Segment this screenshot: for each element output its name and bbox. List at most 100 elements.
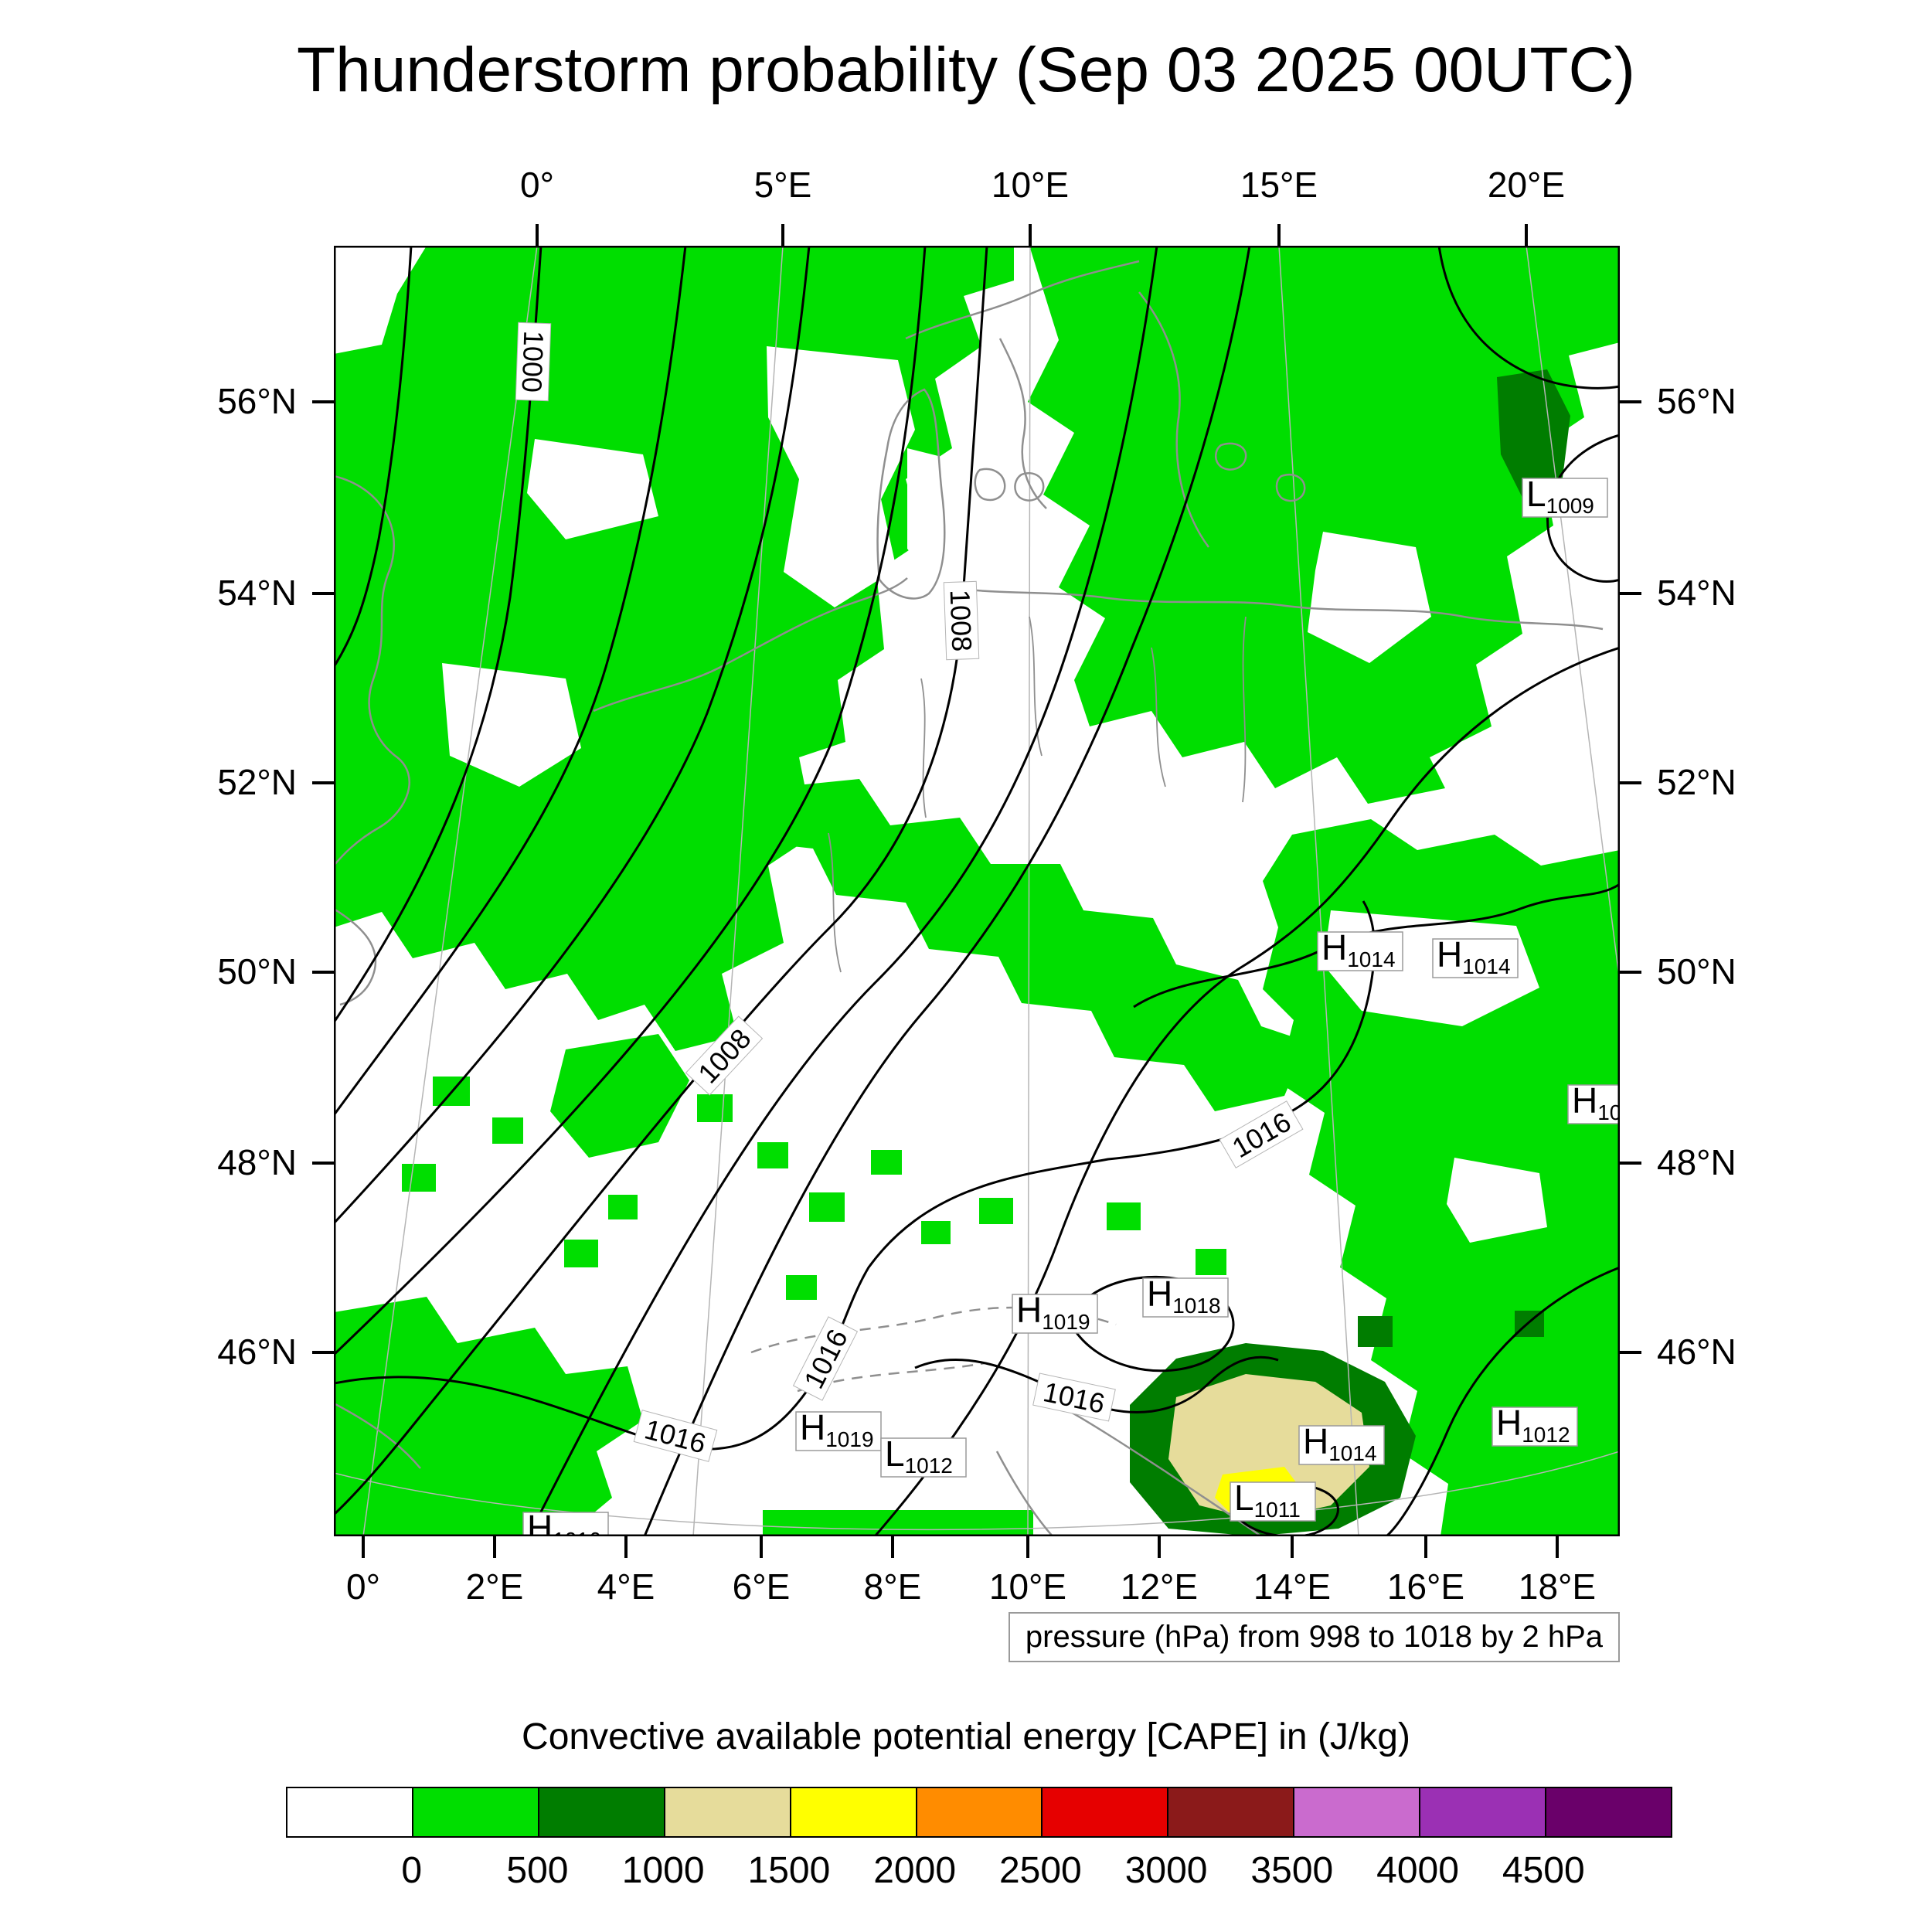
axis-label-bottom: 6°E xyxy=(732,1566,791,1607)
pressure-caption: pressure (hPa) from 998 to 1018 by 2 hPa xyxy=(1008,1612,1620,1662)
axis-label-left: 46°N xyxy=(217,1332,297,1372)
axis-tick-top xyxy=(781,224,784,246)
axis-tick-bottom xyxy=(1026,1536,1029,1558)
svg-text:H1014: H1014 xyxy=(1321,927,1396,971)
axis-label-bottom: 14°E xyxy=(1253,1566,1332,1607)
colorbar-segment xyxy=(1293,1788,1420,1836)
axis-label-top: 5°E xyxy=(753,165,812,205)
colorbar-tick-label: 1500 xyxy=(747,1850,831,1891)
colorbar-segment xyxy=(1419,1788,1546,1836)
axis-label-left: 54°N xyxy=(217,573,297,613)
colorbar-segment xyxy=(1545,1788,1671,1836)
axis-tick-right xyxy=(1620,971,1641,974)
colorbar-segment xyxy=(411,1788,538,1836)
pressure-center-label: H1019 xyxy=(1012,1290,1098,1334)
axis-label-bottom: 4°E xyxy=(597,1566,655,1607)
colorbar-segment xyxy=(537,1788,664,1836)
axis-label-bottom: 16°E xyxy=(1386,1566,1465,1607)
axis-tick-top xyxy=(1029,224,1032,246)
colorbar-tick-label: 2500 xyxy=(998,1850,1082,1891)
axis-tick-left xyxy=(312,592,334,595)
svg-text:H1019: H1019 xyxy=(800,1407,874,1451)
axis-label-left: 50°N xyxy=(217,951,297,992)
pressure-center-label: L1009 xyxy=(1522,474,1608,518)
axis-label-top: 0° xyxy=(520,165,554,205)
colorbar-segment xyxy=(789,1788,916,1836)
axis-tick-bottom xyxy=(493,1536,496,1558)
axis-label-top: 10°E xyxy=(991,165,1070,205)
axis-label-left: 48°N xyxy=(217,1142,297,1182)
axis-tick-bottom xyxy=(1556,1536,1559,1558)
colorbar-segment xyxy=(663,1788,790,1836)
svg-text:H1014: H1014 xyxy=(1572,1080,1620,1124)
axis-tick-left xyxy=(312,1351,334,1354)
colorbar-tick-label: 4500 xyxy=(1502,1850,1585,1891)
svg-text:1000: 1000 xyxy=(516,330,550,393)
pressure-center-label: H1014 xyxy=(1298,1421,1385,1465)
pressure-center-label: H1016 xyxy=(522,1508,609,1536)
svg-text:L1009: L1009 xyxy=(1526,474,1594,518)
axis-label-right: 50°N xyxy=(1657,951,1736,992)
cape-fill-khaki xyxy=(1168,1374,1369,1521)
axis-tick-right xyxy=(1620,400,1641,403)
axis-tick-bottom xyxy=(1158,1536,1161,1558)
axis-tick-bottom xyxy=(1424,1536,1427,1558)
axis-tick-left xyxy=(312,1162,334,1165)
axis-label-top: 15°E xyxy=(1240,165,1318,205)
colorbar-tick-label: 3500 xyxy=(1250,1850,1334,1891)
colorbar xyxy=(286,1787,1672,1838)
svg-text:H1016: H1016 xyxy=(527,1508,601,1536)
axis-label-bottom: 0° xyxy=(346,1566,380,1607)
axis-label-bottom: 18°E xyxy=(1518,1566,1597,1607)
axis-label-bottom: 10°E xyxy=(988,1566,1067,1607)
axis-tick-top xyxy=(1525,224,1528,246)
pressure-center-label: H1014 xyxy=(1317,927,1403,971)
pressure-center-label: H1014 xyxy=(1567,1080,1620,1124)
axis-label-right: 46°N xyxy=(1657,1332,1736,1372)
axis-tick-bottom xyxy=(891,1536,894,1558)
axis-tick-left xyxy=(312,971,334,974)
pressure-center-label: L1012 xyxy=(880,1434,967,1478)
axis-tick-right xyxy=(1620,1351,1641,1354)
axis-tick-bottom xyxy=(624,1536,628,1558)
axis-tick-right xyxy=(1620,1162,1641,1165)
contour-value-label: 1000 xyxy=(515,321,552,402)
axis-label-left: 56°N xyxy=(217,381,297,421)
axis-tick-right xyxy=(1620,592,1641,595)
axis-label-right: 48°N xyxy=(1657,1142,1736,1182)
svg-text:L1011: L1011 xyxy=(1234,1478,1301,1522)
colorbar-tick-label: 1000 xyxy=(621,1850,705,1891)
colorbar-tick-label: 0 xyxy=(401,1850,423,1891)
axis-tick-top xyxy=(536,224,539,246)
axis-label-bottom: 2°E xyxy=(465,1566,524,1607)
axis-label-left: 52°N xyxy=(217,762,297,802)
axis-tick-top xyxy=(1277,224,1281,246)
coastlines xyxy=(334,260,1604,1536)
svg-text:1008: 1008 xyxy=(944,589,978,651)
pressure-contours xyxy=(334,246,1620,1536)
axis-label-right: 56°N xyxy=(1657,381,1736,421)
svg-text:H1018: H1018 xyxy=(1147,1274,1221,1318)
chart-title: Thunderstorm probability (Sep 03 2025 00… xyxy=(297,35,1635,105)
svg-text:H1012: H1012 xyxy=(1496,1403,1570,1447)
colorbar-tick-label: 2000 xyxy=(873,1850,957,1891)
svg-text:L1012: L1012 xyxy=(885,1434,953,1478)
axis-tick-left xyxy=(312,781,334,784)
svg-text:H1019: H1019 xyxy=(1016,1290,1090,1334)
pressure-center-label: H1019 xyxy=(795,1407,882,1451)
graticule xyxy=(334,246,1620,1536)
pressure-center-label: L1011 xyxy=(1230,1478,1316,1522)
axis-tick-bottom xyxy=(760,1536,763,1558)
axis-tick-bottom xyxy=(1291,1536,1294,1558)
axis-label-right: 52°N xyxy=(1657,762,1736,802)
colorbar-tick-label: 3000 xyxy=(1124,1850,1208,1891)
axis-tick-right xyxy=(1620,781,1641,784)
colorbar-segment xyxy=(915,1788,1042,1836)
colorbar-segment xyxy=(1041,1788,1168,1836)
pressure-centers: L1009H1014H1014H1014H1019H1018H1019L1012… xyxy=(522,474,1620,1536)
axis-label-top: 20°E xyxy=(1487,165,1566,205)
axis-tick-left xyxy=(312,400,334,403)
